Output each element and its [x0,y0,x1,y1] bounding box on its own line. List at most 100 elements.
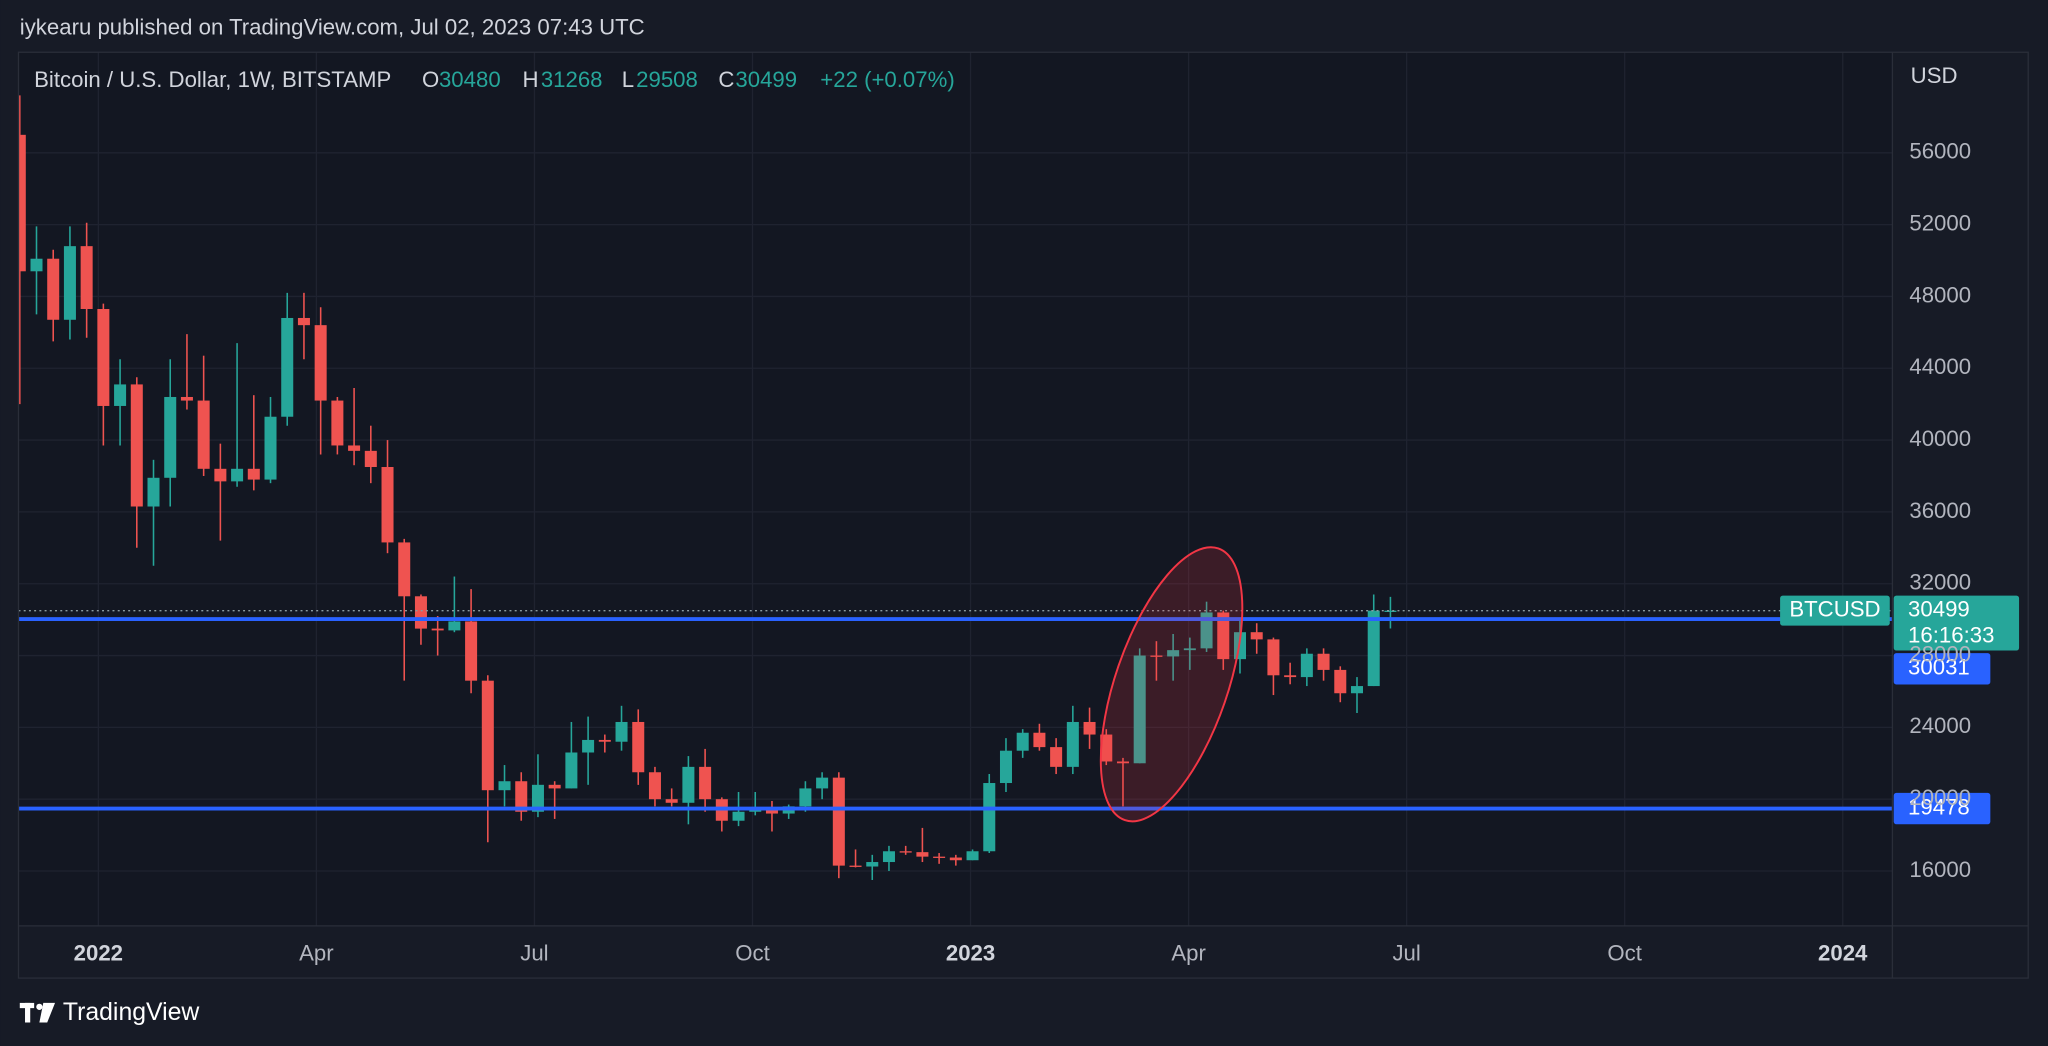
x-tick-label: 2022 [74,940,123,965]
candle-body [164,396,177,478]
candle-body [1033,732,1046,748]
candle-body [882,851,895,863]
chart-title: Bitcoin / U.S. Dollar, 1W, BITSTAMP [34,67,391,92]
candle-body [816,777,829,789]
candle-body [1200,612,1213,649]
candle-body [130,384,143,507]
candle-body [899,851,912,853]
candle-body [281,317,294,417]
candle-body [1384,610,1397,612]
candle-body [966,851,979,861]
candle-body [97,308,110,406]
x-tick-label: 2023 [946,940,995,965]
symbol-label-box [1780,595,1890,626]
candle-body [598,739,611,742]
candle-body [414,596,427,629]
brand[interactable]: TradingView [63,999,200,1026]
x-tick-label: Oct [1607,940,1642,965]
last-price-box [1893,595,2020,651]
y-tick-label: 56000 [1909,139,1971,164]
candle-body [565,752,578,789]
y-tick-label: 24000 [1909,713,1971,738]
x-tick-label: 2024 [1818,940,1868,965]
x-tick-label: Oct [735,940,770,965]
candle-body [933,856,946,858]
candle-body [1267,639,1280,676]
ohlc-value: 30499 [735,67,797,92]
candle-body [1083,721,1096,735]
ohlc-letter: H [523,67,539,92]
candle-body [916,852,929,857]
candle-body [1300,653,1313,678]
ohlc-letter: L [622,67,634,92]
price-line-label: 19478 [1908,794,1970,819]
candle-body [1116,761,1129,764]
ohlc-value: 29508 [636,67,698,92]
candle-body [983,783,996,852]
candle-body [1066,721,1079,767]
candle-body [30,258,43,272]
candle-body [364,450,377,468]
candle-body [297,317,310,326]
candle-body [1217,612,1230,660]
candle-body [147,477,160,507]
candle-body [114,384,127,406]
x-tick-label: Jul [520,940,548,965]
x-tick-label: Apr [299,940,334,965]
price-line-label-box [1893,792,1991,825]
candle-body [1367,610,1380,687]
y-tick-label: 20000 [1909,785,1971,810]
candle-body [749,809,762,812]
candle-body [632,721,645,773]
y-tick-label: 36000 [1909,498,1971,523]
candle-body [1100,734,1113,762]
candle-body [247,468,260,480]
y-tick-label: 16000 [1909,857,1971,882]
candle-body [381,467,394,543]
candle-body [1350,686,1364,694]
y-tick-label: 28000 [1909,641,1971,666]
x-tick-label: Jul [1392,940,1420,965]
candle-body [699,766,712,800]
candle-body [732,811,745,821]
candle-body [999,750,1012,784]
candle-body [1334,669,1347,694]
candle-body [431,628,444,631]
candle-body [949,857,962,861]
ohlc-letter: C [718,67,734,92]
candle-body [465,621,478,681]
candle-body [1183,648,1196,651]
candle-body [448,621,461,631]
y-axis-label: USD [1911,63,1958,88]
candle-body [531,784,544,812]
y-tick-label: 40000 [1909,426,1971,451]
candle-body [1016,732,1029,751]
change-label: +22 (+0.07%) [820,67,954,92]
candle-body [214,468,227,482]
candle-body [866,862,879,867]
plot-area [18,52,1893,926]
candle-body [665,799,678,803]
candle-body [348,445,361,451]
candle-body [264,416,277,480]
candle-body [648,772,661,800]
candle-body [1050,747,1063,767]
ohlc-value: 30480 [439,67,501,92]
y-tick-label: 32000 [1909,570,1971,595]
candle-body [515,781,528,812]
x-tick-label: Apr [1171,940,1206,965]
price-line-label-box [1893,653,1991,685]
y-tick-label: 52000 [1909,210,1971,235]
symbol-label: BTCUSD [1789,597,1880,622]
y-tick-label: 44000 [1909,354,1971,379]
chart-frame [17,51,2029,979]
candle-body [180,396,193,401]
candles [18,95,1893,880]
candle-body [799,788,812,807]
countdown-label: 16:16:33 [1908,623,1994,648]
candle-body [832,777,845,866]
y-tick-label: 48000 [1909,282,1971,307]
candle-body [582,739,595,753]
